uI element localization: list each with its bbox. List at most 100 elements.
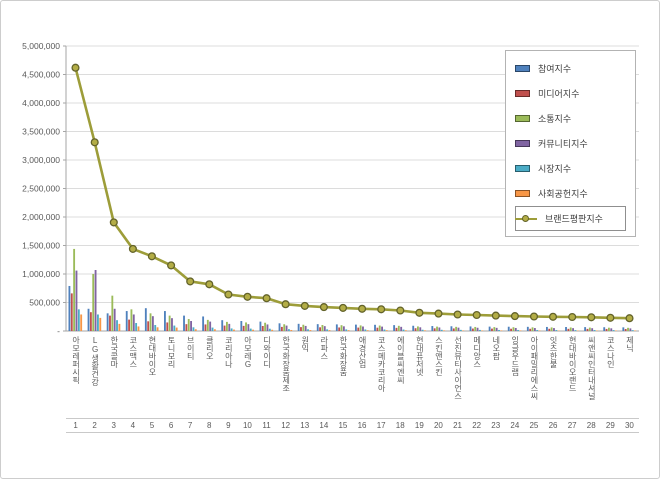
brand-index-marker (529, 312, 539, 321)
bar-series-2 (319, 327, 321, 331)
bar-series-3 (302, 324, 305, 331)
bar-series-5 (288, 329, 290, 331)
brand-index-marker (396, 306, 405, 315)
bar-series-6 (404, 330, 407, 331)
brand-index-marker (128, 244, 137, 253)
bar-series-3 (283, 324, 286, 331)
legend-color-swatch (515, 140, 530, 147)
bar-series-1 (374, 324, 376, 331)
bar-series-6 (595, 330, 598, 331)
bar-series-1 (164, 311, 166, 331)
brand-index-marker (548, 312, 558, 321)
legend-item-bar-series: 커뮤니티지수 (515, 131, 626, 156)
legend-color-swatch (515, 90, 530, 97)
bar-series-1 (546, 326, 548, 331)
brand-index-marker (568, 312, 577, 322)
bar-series-3 (493, 327, 496, 331)
y-axis-label: 2,000,000 (22, 212, 60, 222)
bar-series-3 (436, 326, 438, 331)
bar-series-2 (586, 328, 589, 331)
bar-series-2 (376, 327, 379, 331)
bar-series-4 (610, 328, 613, 331)
bar-series-1 (144, 308, 147, 331)
bar-series-6 (328, 330, 331, 331)
bar-series-6 (347, 330, 350, 331)
bar-series-2 (300, 327, 302, 331)
bar-series-1 (584, 327, 587, 331)
brand-index-marker (377, 305, 386, 314)
y-axis-label: 3,500,000 (22, 127, 60, 137)
bar-series-2 (510, 328, 512, 331)
brand-index-marker (300, 301, 309, 310)
bar-series-5 (154, 325, 157, 331)
bar-series-2 (70, 293, 73, 331)
bar-series-1 (469, 326, 472, 331)
bar-series-6 (233, 329, 235, 331)
bar-series-3 (111, 295, 114, 331)
bar-series-4 (285, 325, 288, 331)
legend-label: 시장지수 (538, 164, 572, 174)
brand-index-marker (415, 308, 424, 317)
bar-series-4 (113, 308, 116, 331)
bar-series-1 (450, 326, 453, 331)
bar-series-4 (247, 324, 250, 331)
bar-series-6 (309, 330, 312, 331)
bar-series-2 (491, 328, 493, 331)
brand-index-marker (587, 313, 596, 322)
bar-series-2 (280, 326, 283, 331)
bar-series-6 (462, 330, 465, 331)
bar-series-5 (479, 329, 481, 331)
y-axis-label: 500,000 (29, 298, 60, 308)
y-axis-label: 1,000,000 (22, 269, 60, 279)
y-axis-label: 4,000,000 (22, 98, 60, 108)
bar-series-1 (565, 327, 567, 331)
bar-series-5 (402, 329, 405, 331)
bar-series-6 (194, 329, 197, 331)
bar-series-5 (612, 330, 615, 331)
bar-series-6 (366, 330, 369, 331)
y-axis-label: 2,500,000 (22, 184, 60, 194)
bar-series-6 (213, 329, 216, 331)
bar-series-6 (156, 327, 159, 331)
bar-series-3 (149, 313, 152, 331)
bar-series-3 (588, 327, 591, 331)
bar-series-4 (533, 328, 536, 331)
bar-series-3 (73, 248, 76, 331)
legend-label: 참여지수 (538, 64, 572, 74)
bar-series-1 (335, 324, 338, 331)
legend-label: 브랜드평판지수 (545, 214, 603, 224)
bar-series-3 (359, 325, 362, 331)
brand-index-marker (338, 303, 348, 312)
bar-series-1 (297, 323, 300, 331)
brand-index-marker (510, 312, 519, 321)
bar-series-4 (75, 270, 78, 331)
legend-item-bar-series: 참여지수 (515, 56, 626, 81)
bar-series-3 (417, 326, 419, 331)
bar-series-6 (519, 330, 522, 331)
bar-series-5 (211, 327, 214, 331)
bar-series-3 (245, 322, 247, 331)
bar-series-2 (242, 325, 245, 331)
bar-series-2 (548, 328, 551, 331)
legend-color-swatch (515, 65, 530, 72)
bar-series-3 (264, 322, 267, 331)
y-axis-label: 5,000,000 (22, 41, 60, 51)
bar-series-4 (457, 327, 460, 331)
bar-series-5 (555, 330, 558, 331)
brand-index-marker (434, 309, 443, 318)
bar-series-3 (397, 325, 400, 331)
brand-index-marker (606, 313, 615, 322)
legend-label: 소통지수 (538, 114, 572, 124)
bar-series-1 (87, 308, 90, 331)
bar-series-1 (240, 321, 243, 331)
bar-series-1 (202, 316, 205, 331)
brand-index-marker (319, 303, 328, 312)
bar-series-5 (268, 328, 271, 331)
bar-series-1 (259, 321, 262, 331)
bar-series-5 (230, 328, 233, 331)
brand-index-marker (90, 138, 99, 147)
bar-series-3 (206, 319, 209, 331)
bar-series-5 (192, 327, 195, 331)
bar-series-5 (77, 309, 80, 331)
